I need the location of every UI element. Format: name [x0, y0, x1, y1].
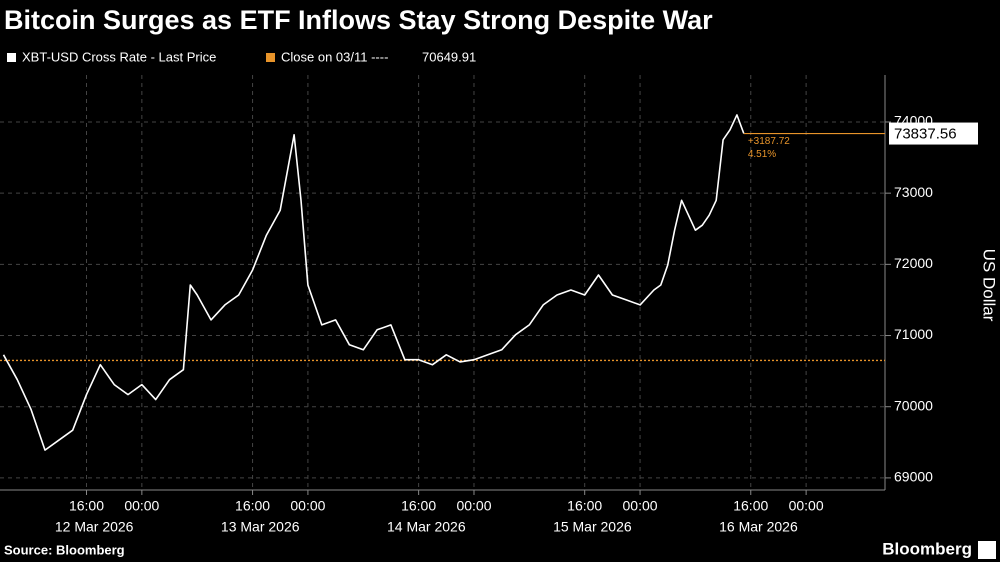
date-label: 16 Mar 2026	[719, 519, 798, 535]
brand-icon	[978, 541, 996, 559]
x-tick-label: 16:00	[733, 498, 768, 514]
x-tick-label: 00:00	[623, 498, 658, 514]
y-axis-label: US Dollar	[980, 249, 999, 322]
x-tick-label: 16:00	[69, 498, 104, 514]
x-tick-label: 00:00	[124, 498, 159, 514]
x-tick-label: 00:00	[789, 498, 824, 514]
y-tick-label: 73000	[894, 184, 933, 200]
brand: Bloomberg	[882, 539, 972, 558]
reference-value: 70649.91	[422, 49, 476, 64]
date-label: 14 Mar 2026	[387, 519, 466, 535]
chart-title: Bitcoin Surges as ETF Inflows Stay Stron…	[4, 5, 713, 35]
x-tick-label: 16:00	[567, 498, 602, 514]
y-tick-label: 72000	[894, 255, 933, 271]
date-label: 13 Mar 2026	[221, 519, 300, 535]
y-tick-label: 69000	[894, 469, 933, 485]
last-price-label: 73837.56	[894, 126, 957, 143]
x-tick-label: 00:00	[290, 498, 325, 514]
y-tick-label: 70000	[894, 397, 933, 413]
legend-label: XBT-USD Cross Rate - Last Price	[22, 49, 216, 64]
legend-swatch	[7, 53, 16, 62]
x-tick-label: 16:00	[401, 498, 436, 514]
date-label: 15 Mar 2026	[553, 519, 632, 535]
legend-swatch	[266, 53, 275, 62]
y-tick-label: 71000	[894, 326, 933, 342]
x-tick-label: 00:00	[456, 498, 491, 514]
price-line	[2, 114, 745, 451]
x-tick-label: 16:00	[235, 498, 270, 514]
annotation: +3187.72	[748, 136, 790, 147]
date-label: 12 Mar 2026	[55, 519, 134, 535]
legend-label: Close on 03/11 ----	[281, 49, 388, 64]
source: Source: Bloomberg	[4, 542, 125, 557]
last-price-box	[889, 122, 978, 145]
annotation: 4.51%	[748, 149, 776, 160]
